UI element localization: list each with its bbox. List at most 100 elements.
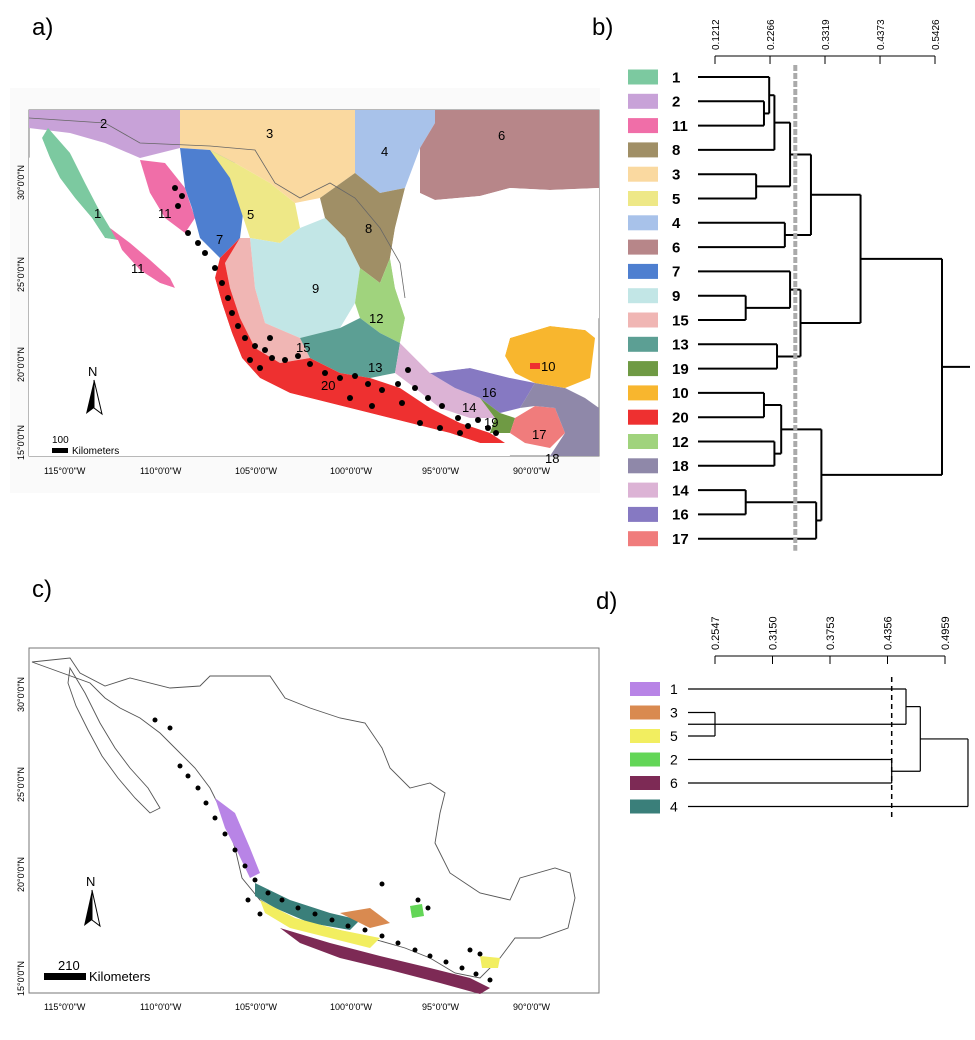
region-5 xyxy=(210,150,300,243)
leaf-color-box xyxy=(628,93,658,109)
svg-text:115°0'0"W: 115°0'0"W xyxy=(44,466,86,476)
svg-text:15°0'0"N: 15°0'0"N xyxy=(16,961,26,996)
leaf-color-box xyxy=(630,776,660,790)
leaf-color-box xyxy=(630,705,660,720)
region-label: 9 xyxy=(312,281,319,296)
leaf-label: 1 xyxy=(670,681,678,697)
region-10 xyxy=(505,326,595,388)
leaf-color-box xyxy=(630,682,660,696)
region-label: 10 xyxy=(541,359,555,374)
svg-text:100°0'0"W: 100°0'0"W xyxy=(330,466,373,476)
region-label: 15 xyxy=(296,340,310,355)
region-11a xyxy=(110,228,175,288)
leaf-color-box xyxy=(630,729,660,743)
lon-labels-c: 115°0'0"W 110°0'0"W 105°0'0"W 100°0'0"W … xyxy=(44,1002,551,1012)
leaf-color-box xyxy=(628,118,658,134)
map-c-frame xyxy=(28,647,600,994)
region-17 xyxy=(510,406,565,448)
svg-text:Kilometers: Kilometers xyxy=(89,969,151,984)
svg-text:25°0'0"N: 25°0'0"N xyxy=(16,767,26,802)
svg-text:100°0'0"W: 100°0'0"W xyxy=(330,1002,373,1012)
axis-tick-label: 0.1212 xyxy=(711,19,722,50)
region-15 xyxy=(225,238,310,363)
axis-tick-label: 0.4356 xyxy=(883,616,895,650)
svg-text:20°0'0"N: 20°0'0"N xyxy=(16,857,26,892)
leaf-color-box xyxy=(628,458,658,474)
north-arrow-c: N xyxy=(84,874,101,928)
region-label: 12 xyxy=(369,311,383,326)
dendrogram-d: 0.2547 0.3150 0.3753 0.4356 0.4959 1 3 5 2 6 4 xyxy=(630,616,969,819)
leaf-label: 12 xyxy=(672,434,689,451)
gulf-of-mexico xyxy=(390,188,599,378)
leaf-color-box xyxy=(628,263,658,279)
region-12 xyxy=(355,258,405,343)
map-c: N 210 Kilometers 115°0'0"W 110°0'0"W 105… xyxy=(16,647,600,1012)
leaf-label: 20 xyxy=(672,409,689,426)
region-11b xyxy=(140,160,195,233)
north-arrow-a: N xyxy=(86,364,103,416)
svg-text:210: 210 xyxy=(58,958,80,973)
axis-tick-label: 0.3150 xyxy=(768,616,780,650)
leaf-label: 13 xyxy=(672,337,689,354)
svg-text:25°0'0"N: 25°0'0"N xyxy=(16,257,26,292)
region-label: 19 xyxy=(484,415,498,430)
tree-d xyxy=(688,688,969,808)
region-19 xyxy=(480,398,515,433)
region-label: 7 xyxy=(216,232,223,247)
region-label: 20 xyxy=(321,378,335,393)
region-label: 6 xyxy=(498,128,505,143)
leaf-color-box xyxy=(630,799,660,814)
svg-text:95°0'0"W: 95°0'0"W xyxy=(422,1002,460,1012)
region-9 xyxy=(250,218,360,338)
region-label: 3 xyxy=(266,126,273,141)
leaf-label: 3 xyxy=(672,166,680,183)
region-13 xyxy=(300,318,400,378)
region-label: 14 xyxy=(462,400,476,415)
panel-d-letter: d) xyxy=(596,588,618,615)
region-label: 1 xyxy=(94,206,101,221)
axis-tick-label: 0.2547 xyxy=(710,616,722,650)
lat-labels-c: 30°0'0"N 25°0'0"N 20°0'0"N 15°0'0"N xyxy=(16,677,26,996)
panel-b-letter: b) xyxy=(592,14,614,41)
svg-text:N: N xyxy=(86,874,95,889)
region-18 xyxy=(520,383,599,456)
leaf-color-box xyxy=(628,288,658,304)
leaf-color-box xyxy=(628,69,658,85)
map-a: 1 2 3 4 5 6 7 8 9 10 11 11 12 13 14 15 1… xyxy=(10,88,600,493)
leaf-label: 11 xyxy=(672,118,688,135)
svg-text:95°0'0"W: 95°0'0"W xyxy=(422,466,460,476)
svg-text:110°0'0"W: 110°0'0"W xyxy=(140,466,182,476)
leaf-color-box xyxy=(628,361,658,377)
region-4 xyxy=(355,110,435,193)
occurrence-points-c xyxy=(152,717,493,983)
region-label: 16 xyxy=(482,385,496,400)
leaf-label: 16 xyxy=(672,507,689,524)
occurrence-points-a xyxy=(172,185,499,436)
panel-c-letter: c) xyxy=(32,576,52,603)
region-6 xyxy=(420,110,599,200)
region-20-patch xyxy=(530,363,540,369)
svg-text:90°0'0"W: 90°0'0"W xyxy=(513,466,551,476)
leaf-label: 7 xyxy=(672,264,680,281)
region-label: 17 xyxy=(532,427,546,442)
svg-text:105°0'0"W: 105°0'0"W xyxy=(235,1002,278,1012)
leaf-label: 19 xyxy=(672,361,689,378)
scale-bar-c: 210 Kilometers xyxy=(44,958,151,984)
leaf-label: 15 xyxy=(672,312,689,329)
pacific-ocean xyxy=(29,138,510,456)
region-3 xyxy=(180,110,355,203)
svg-text:115°0'0"W: 115°0'0"W xyxy=(44,1002,86,1012)
leaf-label: 5 xyxy=(672,191,680,208)
svg-text:30°0'0"N: 30°0'0"N xyxy=(16,677,26,712)
region-8 xyxy=(320,173,405,283)
region-label: 11 xyxy=(158,206,172,221)
gulf-of-california xyxy=(70,153,165,238)
leaf-color-box xyxy=(628,215,658,231)
axis-tick-label: 0.3319 xyxy=(821,19,832,50)
axis-tick-label: 0.3753 xyxy=(825,616,837,650)
baja-california xyxy=(67,666,161,814)
svg-text:100: 100 xyxy=(52,435,69,446)
dendrogram-b: 0.1212 0.2266 0.3319 0.4373 0.5426 121183546… xyxy=(628,19,970,551)
scale-bar-a: 100 Kilometers xyxy=(52,435,119,457)
